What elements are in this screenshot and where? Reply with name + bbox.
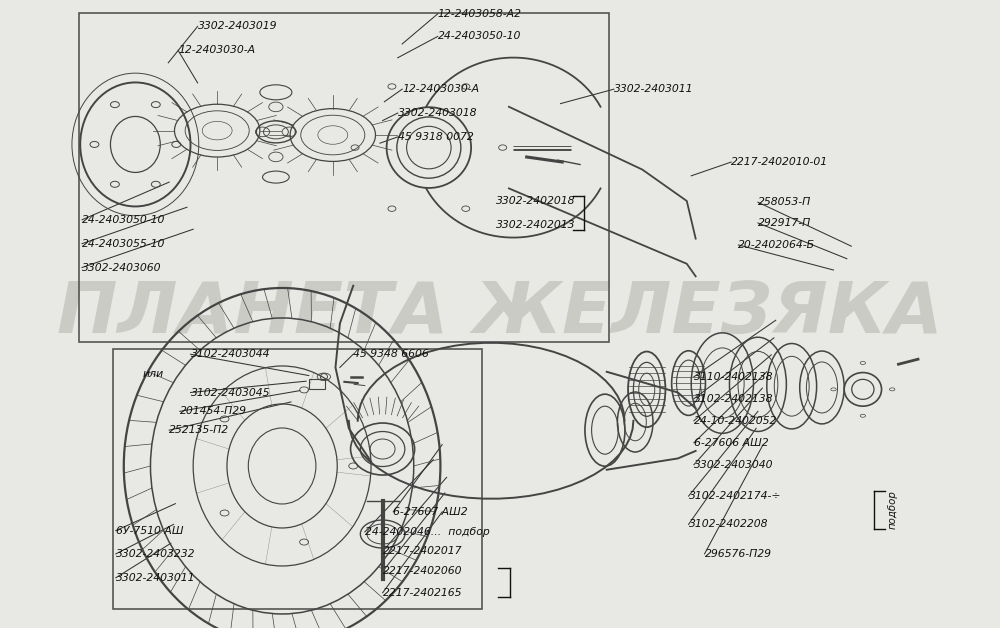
Text: 45 9348 6606: 45 9348 6606 bbox=[353, 349, 429, 359]
Text: 3302-2403019: 3302-2403019 bbox=[198, 21, 277, 31]
Text: 3102-2402138: 3102-2402138 bbox=[694, 394, 773, 404]
Text: 3302-2403060: 3302-2403060 bbox=[82, 263, 161, 273]
Text: 45 9318 0072: 45 9318 0072 bbox=[398, 132, 473, 142]
Text: 6-27606 АШ2: 6-27606 АШ2 bbox=[694, 438, 769, 448]
Text: подбор: подбор bbox=[888, 490, 898, 529]
Text: 2217-2402017: 2217-2402017 bbox=[383, 546, 462, 556]
Text: 24-10-2402052: 24-10-2402052 bbox=[694, 416, 777, 426]
Text: 2217-2402060: 2217-2402060 bbox=[383, 566, 462, 577]
Text: 24-2403055-10: 24-2403055-10 bbox=[82, 239, 165, 249]
Text: 258053-П: 258053-П bbox=[758, 197, 811, 207]
Text: 3302-2403011: 3302-2403011 bbox=[614, 84, 693, 94]
Text: 3102-2403044: 3102-2403044 bbox=[190, 349, 270, 359]
Text: 3102-2402208: 3102-2402208 bbox=[689, 519, 768, 529]
Text: 24-2402046...  подбор: 24-2402046... подбор bbox=[365, 527, 490, 537]
Text: 3302-2403232: 3302-2403232 bbox=[116, 549, 195, 559]
Text: 12-2403058-А2: 12-2403058-А2 bbox=[438, 9, 522, 19]
Text: 3302-2403011: 3302-2403011 bbox=[116, 573, 195, 583]
Text: 3110-2402138: 3110-2402138 bbox=[694, 372, 773, 382]
Text: 24-2403050-10: 24-2403050-10 bbox=[82, 215, 165, 225]
Text: 2217-2402165: 2217-2402165 bbox=[383, 588, 462, 598]
Text: 6У-7510 АШ: 6У-7510 АШ bbox=[116, 526, 183, 536]
Text: 24-2403050-10: 24-2403050-10 bbox=[438, 31, 521, 41]
Text: ПЛАНЕТА ЖЕЛЕЗЯКА: ПЛАНЕТА ЖЕЛЕЗЯКА bbox=[57, 279, 943, 349]
Text: 3302-2403040: 3302-2403040 bbox=[694, 460, 773, 470]
Text: 6-27607 АШ2: 6-27607 АШ2 bbox=[393, 507, 468, 517]
Text: 2217-2402010-01: 2217-2402010-01 bbox=[731, 157, 828, 167]
Text: 201454-П29: 201454-П29 bbox=[180, 406, 247, 416]
Text: 292917-П: 292917-П bbox=[758, 218, 811, 228]
Text: 20-2402064-Б: 20-2402064-Б bbox=[738, 240, 815, 250]
Text: или: или bbox=[142, 369, 164, 379]
Text: 12-2403030-А: 12-2403030-А bbox=[178, 45, 255, 55]
Text: 296576-П29: 296576-П29 bbox=[705, 549, 772, 559]
Text: 3302-2402013: 3302-2402013 bbox=[496, 220, 575, 230]
Text: 3102-2402174-÷: 3102-2402174-÷ bbox=[689, 491, 781, 501]
Text: 3302-2402018: 3302-2402018 bbox=[496, 196, 575, 206]
Text: 12-2403030-А: 12-2403030-А bbox=[402, 84, 479, 94]
Text: 3302-2403018: 3302-2403018 bbox=[398, 108, 477, 118]
Text: 252135-П2: 252135-П2 bbox=[169, 425, 229, 435]
Text: 3102-2403045: 3102-2403045 bbox=[190, 387, 270, 398]
